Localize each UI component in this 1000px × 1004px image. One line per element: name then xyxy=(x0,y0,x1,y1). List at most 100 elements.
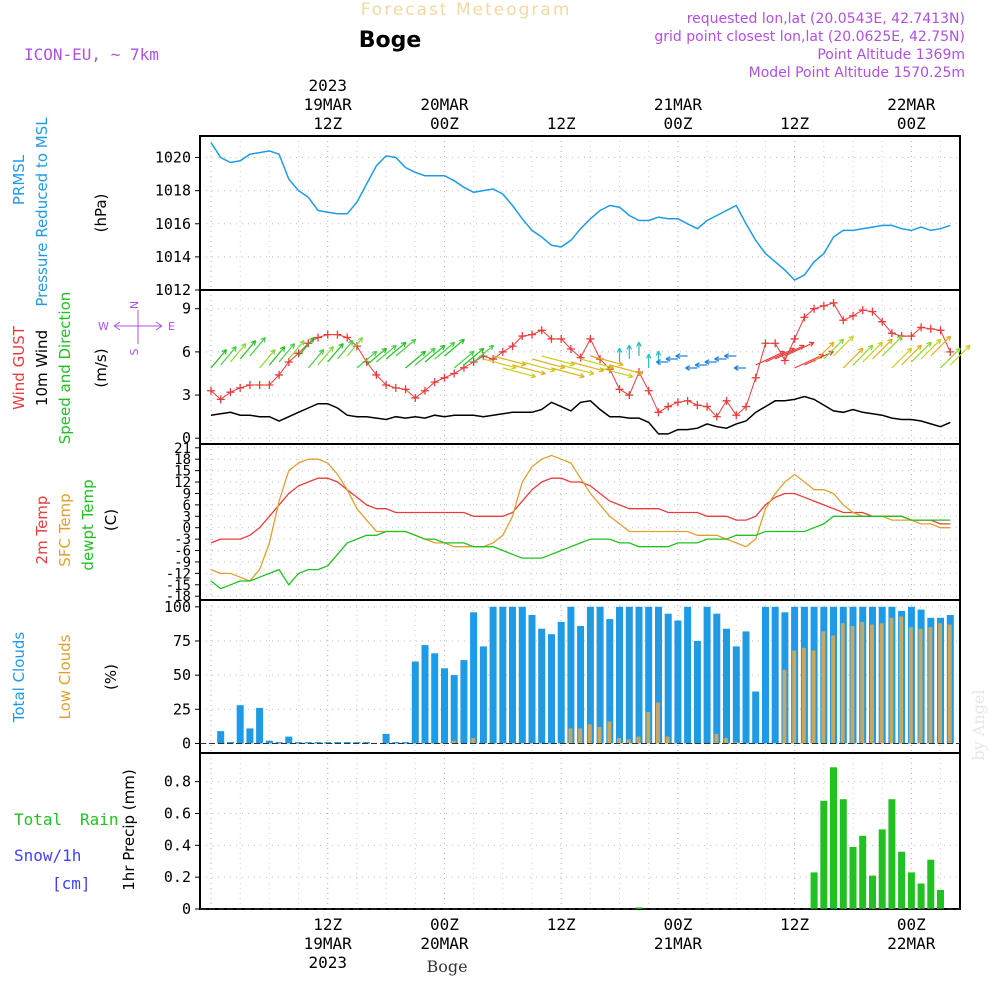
temp-unit-label: (C) xyxy=(102,509,120,531)
gust-marker xyxy=(547,334,556,343)
total-cloud-bar xyxy=(295,742,302,744)
wind-arrow xyxy=(675,353,688,359)
y-tick-label: 1016 xyxy=(155,215,191,233)
gust-marker xyxy=(800,313,809,322)
low-cloud-bar xyxy=(597,727,602,744)
y-tick-label: 0.6 xyxy=(164,804,191,822)
y-tick-label: 0 xyxy=(183,521,191,537)
total-cloud-bar xyxy=(421,645,429,744)
low-cloud-bar xyxy=(626,739,631,744)
time-label-bottom: 2023 xyxy=(308,953,347,972)
low-cloud-bar xyxy=(733,742,738,744)
time-label-bottom: 12Z xyxy=(313,915,342,934)
low-cloud-bar xyxy=(646,712,651,744)
total-cloud-bar xyxy=(217,731,225,744)
gust-marker xyxy=(693,401,702,410)
total-cloud-bar xyxy=(402,742,409,744)
total-cloud-bar xyxy=(236,705,244,744)
total-cloud-bar xyxy=(304,742,312,744)
wind-arrow xyxy=(385,341,407,360)
precip-rain-label: Rain xyxy=(80,810,119,829)
pressure-panel: 1012 1014 1016 1018 1020 xyxy=(155,135,961,299)
time-label-bottom: 12Z xyxy=(780,915,809,934)
low-cloud-bar xyxy=(782,669,787,744)
wind-arrow xyxy=(405,350,427,369)
gust-marker xyxy=(236,383,245,392)
gust-marker xyxy=(732,411,741,420)
wind10m-line xyxy=(210,395,951,435)
gust-marker xyxy=(722,396,731,405)
gust-marker xyxy=(450,369,459,378)
wind-speed-dir-label: Speed and Direction xyxy=(56,292,74,445)
total-cloud-bar xyxy=(586,606,594,744)
low-cloud-bar xyxy=(801,647,806,744)
time-label-top: 19MAR xyxy=(304,95,353,114)
total-cloud-bar xyxy=(567,606,575,744)
gust-marker xyxy=(887,329,896,338)
wind-arrow xyxy=(298,337,315,357)
wind-arrow xyxy=(784,341,815,357)
total-cloud-bar xyxy=(548,634,555,744)
low-cloud-bar xyxy=(899,616,904,744)
chart-title: Forecast Meteogram xyxy=(361,0,572,20)
y-tick-label: -6 xyxy=(174,544,191,560)
sfc-temp-line xyxy=(210,454,951,582)
wind-arrow xyxy=(881,335,903,357)
gust-marker xyxy=(625,391,634,400)
gust-marker xyxy=(498,347,507,356)
wind-arrow xyxy=(813,341,835,363)
y-tick-label: 6 xyxy=(183,498,191,514)
total-cloud-bar xyxy=(227,742,234,744)
gust-marker xyxy=(459,363,468,372)
wind-arrow xyxy=(833,335,854,357)
y-tick-label: -18 xyxy=(166,589,191,605)
wind-unit-label: (m/s) xyxy=(92,348,110,387)
wind-arrow xyxy=(590,355,624,367)
wind-arrow xyxy=(940,347,961,369)
gust-marker xyxy=(839,316,848,325)
temp2m-line xyxy=(210,477,951,544)
wind-arrow xyxy=(872,338,893,360)
y-tick-label: 1018 xyxy=(155,182,191,200)
wind-arrow xyxy=(665,356,678,362)
low-cloud-bar xyxy=(471,738,476,744)
gust-marker xyxy=(829,298,838,307)
low-cloud-bar xyxy=(792,650,797,744)
y-tick-label: 15 xyxy=(174,464,191,480)
total-cloud-bar xyxy=(431,653,439,744)
credit-watermark: by Angel xyxy=(969,689,988,760)
total-cloud-bar xyxy=(762,606,769,744)
gust-marker xyxy=(343,333,352,342)
low-cloud-bar xyxy=(578,728,583,744)
total-cloud-bar xyxy=(265,740,273,744)
wind-arrow xyxy=(636,341,642,356)
gust-marker xyxy=(926,324,935,333)
wind-arrow xyxy=(910,341,932,363)
total-cloud-bar xyxy=(723,628,730,744)
total-cloud-bar xyxy=(411,661,419,744)
time-label-top: 20MAR xyxy=(420,95,469,114)
total-cloud-bar xyxy=(703,606,711,744)
rain-bar xyxy=(888,799,896,909)
wind-arrow xyxy=(376,344,397,363)
wind-arrow xyxy=(842,347,864,369)
gust-marker xyxy=(411,393,420,402)
total-cloud-bar xyxy=(635,606,643,744)
gust-marker xyxy=(566,345,575,354)
wind-arrow xyxy=(765,347,795,363)
gust-marker xyxy=(518,332,527,341)
total-cloud-bar xyxy=(645,606,653,744)
wind-arrow xyxy=(424,344,446,363)
gust-marker xyxy=(314,333,322,342)
y-tick-label: 0 xyxy=(182,900,191,918)
wind-arrow xyxy=(655,359,669,365)
low-cloud-bar xyxy=(587,724,592,744)
wind-arrow xyxy=(901,344,922,366)
y-tick-label: 0 xyxy=(182,734,191,752)
gust-marker xyxy=(586,334,595,343)
precip-unit-label: 1hr Precip (mm) xyxy=(120,769,138,890)
gust-marker xyxy=(372,370,381,379)
rain-bar xyxy=(830,767,837,909)
pressure-line xyxy=(210,142,951,282)
